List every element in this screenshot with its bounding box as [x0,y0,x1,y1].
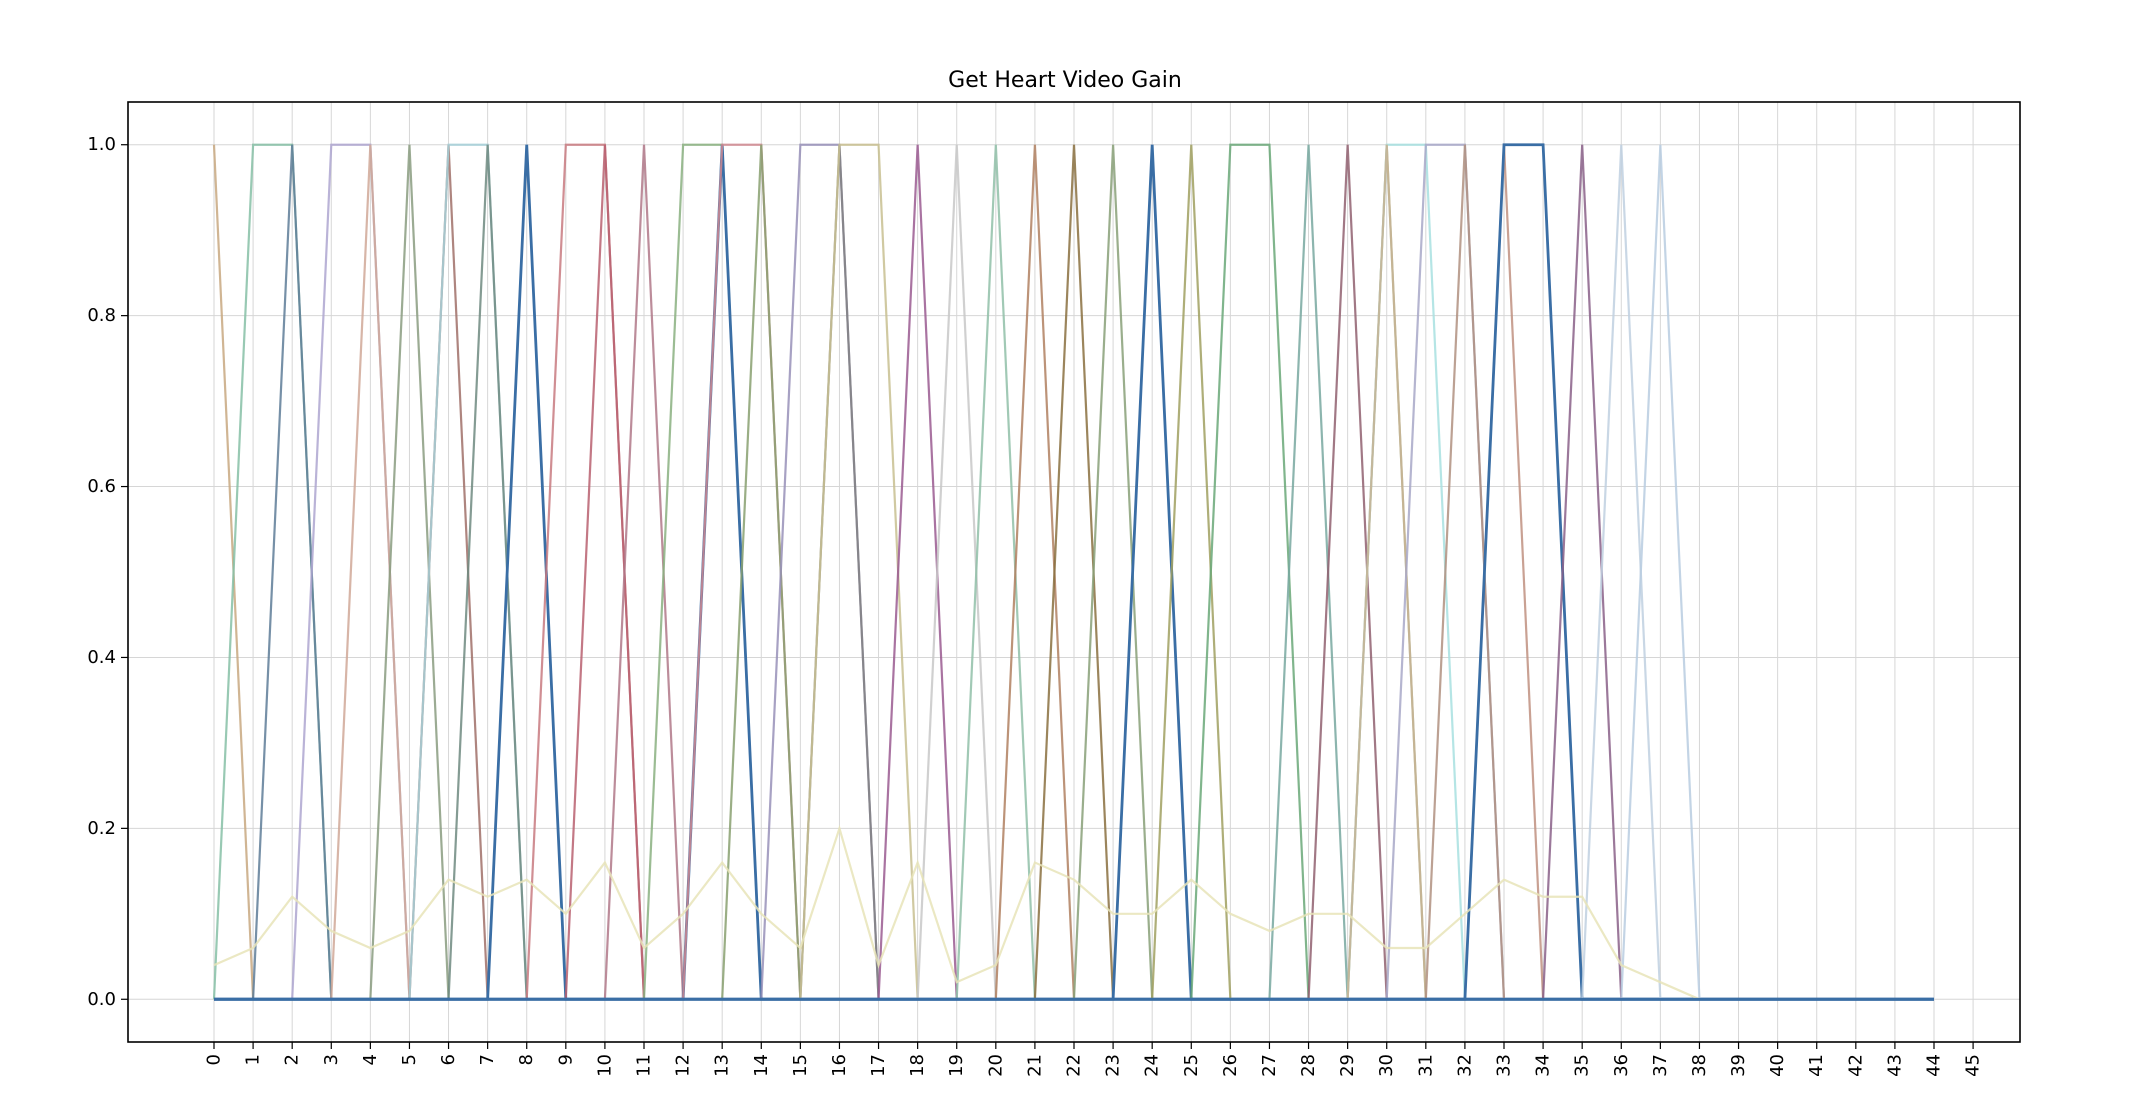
x-tick-label: 9 [555,1054,576,1065]
x-tick-label: 36 [1611,1054,1632,1077]
x-tick-label: 41 [1806,1054,1827,1077]
chart-title: Get Heart Video Gain [948,68,1182,93]
x-tick-label: 21 [1024,1054,1045,1077]
y-tick-label: 0.4 [87,647,116,668]
x-tick-label: 23 [1103,1054,1124,1077]
x-tick-label: 2 [282,1054,303,1065]
y-tick-label: 0.0 [87,989,116,1010]
x-tick-label: 8 [516,1054,537,1065]
y-tick-label: 0.8 [87,305,116,326]
x-axis: 0 1 2 3 4 5 6 7 8 9 10 11 12 13 14 15 16 17 18 19 20 21 22 23 24… [204,1042,1984,1077]
x-tick-label: 33 [1494,1054,1515,1077]
series-layer [212,143,1934,1001]
x-tick-label: 0 [204,1054,225,1065]
x-tick-label: 19 [946,1054,967,1077]
x-tick-label: 32 [1454,1054,1475,1077]
x-tick-label: 22 [1064,1054,1085,1077]
x-tick-label: 29 [1337,1054,1358,1077]
x-tick-label: 24 [1142,1054,1163,1077]
x-tick-label: 37 [1650,1054,1671,1077]
y-tick-label: 0.2 [87,818,116,839]
x-tick-label: 5 [399,1054,420,1065]
x-tick-label: 25 [1181,1054,1202,1077]
x-tick-label: 15 [790,1054,811,1077]
x-tick-label: 42 [1845,1054,1866,1077]
x-tick-label: 18 [907,1054,928,1077]
x-tick-label: 31 [1415,1054,1436,1077]
x-tick-label: 28 [1298,1054,1319,1077]
x-tick-label: 7 [477,1054,498,1065]
x-tick-label: 10 [594,1054,615,1077]
x-tick-label: 12 [673,1054,694,1077]
x-tick-label: 44 [1924,1054,1945,1077]
x-tick-label: 11 [634,1054,655,1077]
x-tick-label: 17 [868,1054,889,1077]
y-tick-label: 0.6 [87,476,116,497]
x-tick-label: 4 [360,1054,381,1065]
x-tick-label: 45 [1963,1054,1984,1077]
x-tick-label: 39 [1728,1054,1749,1077]
x-tick-label: 13 [712,1054,733,1077]
x-tick-label: 30 [1376,1054,1397,1077]
x-tick-label: 27 [1259,1054,1280,1077]
x-tick-label: 20 [985,1054,1006,1077]
y-axis: 0.0 0.2 0.4 0.6 0.8 1.0 [87,134,128,1010]
x-tick-label: 34 [1533,1054,1554,1077]
x-tick-label: 40 [1767,1054,1788,1077]
x-tick-label: 38 [1689,1054,1710,1077]
x-tick-label: 3 [321,1054,342,1065]
series-line-42 [213,824,1934,1001]
x-tick-label: 43 [1884,1054,1905,1077]
x-tick-label: 26 [1220,1054,1241,1077]
grid-layer [128,102,2020,1042]
x-tick-label: 35 [1572,1054,1593,1077]
y-tick-label: 1.0 [87,134,116,155]
x-tick-label: 14 [751,1054,772,1077]
x-tick-label: 6 [438,1054,459,1065]
x-tick-label: 1 [243,1054,264,1065]
x-tick-label: 16 [829,1054,850,1077]
